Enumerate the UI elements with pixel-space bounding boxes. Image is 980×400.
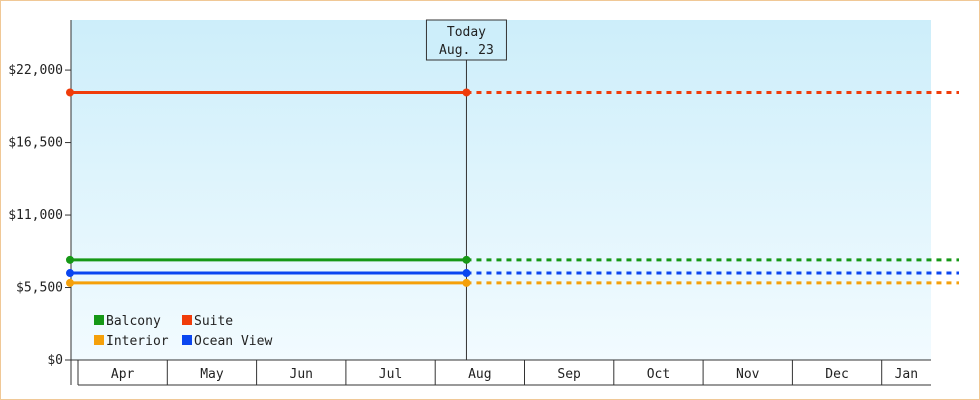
y-tick-label: $5,500: [16, 281, 63, 296]
legend-label: Suite: [194, 314, 233, 329]
y-axis: $0 $5,500 $11,000 $16,500 $22,000: [8, 20, 72, 385]
series-layer: [66, 88, 959, 287]
series-point: [462, 269, 471, 278]
legend: Balcony Suite Interior Ocean View: [94, 314, 272, 349]
legend-label: Ocean View: [194, 334, 272, 349]
y-tick-label: $22,000: [8, 63, 63, 78]
y-tick-label: $16,500: [8, 136, 63, 151]
x-tick-label: Jun: [290, 367, 313, 382]
x-tick-label: Oct: [647, 367, 670, 382]
y-tick-label: $0: [47, 353, 63, 368]
series-point: [462, 278, 471, 287]
y-tick-label: $11,000: [8, 208, 63, 223]
x-tick-label: Nov: [736, 367, 760, 382]
today-box: [425, 19, 507, 61]
legend-swatch: [182, 335, 192, 345]
x-tick-label: Sep: [557, 367, 581, 382]
x-axis: Apr May Jun Jul Aug Sep Oct Nov Dec Jan: [66, 359, 931, 386]
series-point: [66, 255, 74, 264]
today-marker: Today Aug. 23: [425, 19, 507, 360]
legend-label: Balcony: [106, 314, 161, 329]
legend-swatch: [94, 315, 104, 325]
series-point: [66, 88, 74, 97]
today-label: Today: [447, 25, 486, 40]
x-tick-label: Jan: [895, 367, 918, 382]
x-tick-label: May: [200, 367, 224, 382]
today-date: Aug. 23: [439, 43, 494, 58]
legend-label: Interior: [106, 334, 169, 349]
x-tick-label: Apr: [111, 367, 135, 382]
x-tick-label: Aug: [468, 367, 491, 382]
plot-background: [71, 20, 931, 360]
x-tick-label: Dec: [825, 367, 848, 382]
legend-swatch: [94, 335, 104, 345]
series-point: [66, 269, 74, 278]
x-tick-label: Jul: [379, 367, 402, 382]
series-point: [462, 88, 471, 97]
series-point: [462, 255, 471, 264]
series-point: [66, 278, 74, 287]
legend-swatch: [182, 315, 192, 325]
